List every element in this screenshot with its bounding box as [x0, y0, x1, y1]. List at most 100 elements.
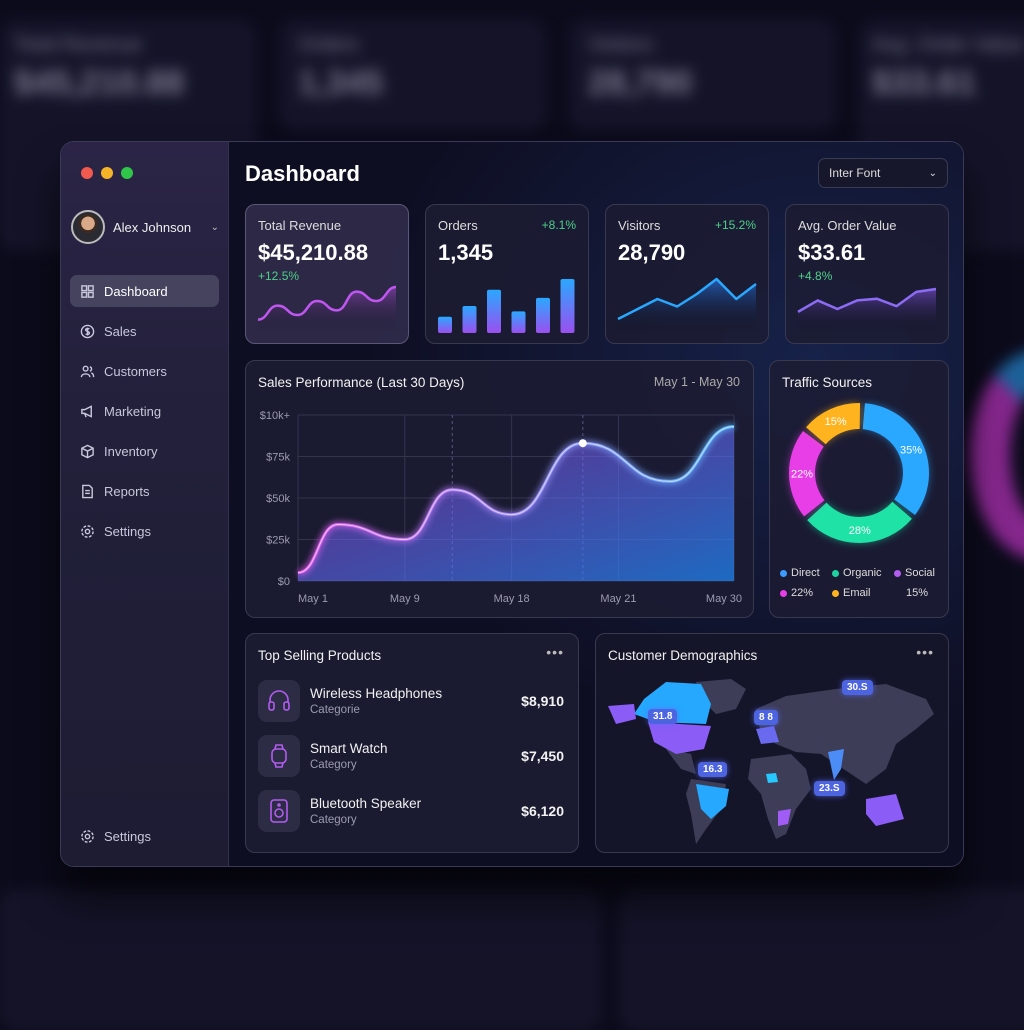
revenue-sparkline: [257, 285, 397, 333]
sidebar-item-customers[interactable]: Customers: [70, 355, 219, 387]
gear-icon: [81, 524, 94, 538]
x-tick-label: May 9: [390, 593, 420, 605]
legend-label: 22%: [791, 587, 814, 599]
legend-dot: [832, 589, 839, 597]
maximize-button[interactable]: [121, 167, 133, 179]
y-tick-label: $10k+: [260, 410, 290, 422]
product-name: Bluetooth Speaker: [310, 796, 422, 811]
kpi-visitors[interactable]: Visitors +15.2% 28,790: [605, 204, 769, 344]
kpi-value: 28,790: [618, 240, 686, 265]
kpi-value: $33.61: [798, 240, 866, 265]
aov-area-chart: [797, 287, 937, 333]
legend-item: 15%: [906, 587, 928, 599]
megaphone-icon: [81, 404, 92, 418]
chevron-down-icon: ⌄: [210, 221, 219, 233]
close-button[interactable]: [81, 167, 93, 179]
kpi-change: +4.8%: [798, 269, 833, 283]
donut-slice-label: 22%: [791, 469, 813, 481]
dashboard-window: Alex Johnson ⌄ Dashboard Sales Customers Ma…: [60, 141, 964, 867]
product-icon-box: [258, 735, 300, 777]
legend-item: Social: [894, 567, 935, 579]
grid-icon: [81, 284, 94, 298]
legend-label: Direct: [791, 567, 820, 579]
legend-label: Social: [905, 567, 935, 579]
kpi-avg-order-value[interactable]: Avg. Order Value $33.61 +4.8%: [785, 204, 949, 344]
more-options-button[interactable]: •••: [916, 644, 934, 660]
map-marker[interactable]: 16.3: [698, 762, 728, 777]
window-controls: [81, 167, 133, 179]
sidebar-item-settings[interactable]: Settings: [70, 515, 219, 547]
demographics-title: Customer Demographics: [608, 648, 758, 663]
y-tick-label: $25k: [266, 535, 290, 547]
map-marker[interactable]: 23.S: [814, 781, 845, 796]
traffic-title: Traffic Sources: [782, 375, 873, 390]
sidebar-item-dashboard[interactable]: Dashboard: [70, 275, 219, 307]
map-marker[interactable]: 31.8: [648, 709, 678, 724]
sidebar-item-marketing[interactable]: Marketing: [70, 395, 219, 427]
traffic-donut-chart: 35% 28% 22% 15%: [789, 403, 929, 543]
legend-dot: [894, 569, 901, 577]
donut-slice-label: 35%: [900, 445, 922, 457]
more-options-button[interactable]: •••: [546, 644, 564, 660]
product-category: Category: [310, 814, 357, 826]
kpi-change: +15.2%: [714, 218, 756, 232]
sidebar-item-label: Reports: [104, 483, 150, 499]
sparkline-area: [258, 287, 396, 333]
main-content: Dashboard Inter Font ⌄ Total Revenue $45…: [229, 142, 963, 866]
donut-slice-label: 15%: [825, 416, 847, 428]
product-icon-box: [258, 790, 300, 832]
kpi-label: Total Revenue: [258, 218, 342, 233]
sales-area: [298, 426, 734, 581]
product-row[interactable]: Bluetooth Speaker Category $6,120: [258, 789, 564, 833]
sales-line-chart: $0 $25k $50k $75k $10k+ May 1 May 9 May 18 May 2…: [260, 410, 742, 605]
user-menu[interactable]: Alex Johnson ⌄: [71, 210, 219, 244]
legend-label: Organic: [843, 567, 882, 579]
donut-slice[interactable]: [807, 501, 912, 543]
dollar-circle-icon: [80, 324, 95, 338]
font-select[interactable]: Inter Font ⌄: [818, 158, 948, 188]
map-eurasia: [756, 684, 934, 784]
kpi-orders[interactable]: Orders +8.1% 1,345: [425, 204, 589, 344]
x-tick-label: May 18: [494, 593, 530, 605]
kpi-change: +8.1%: [541, 218, 576, 232]
legend-item: Email: [832, 587, 871, 599]
sidebar-item-inventory[interactable]: Inventory: [70, 435, 219, 467]
bg-text: Visitors: [588, 34, 654, 56]
sidebar-item-label: Dashboard: [104, 283, 168, 299]
product-revenue: $8,910: [521, 693, 564, 709]
highlight-point[interactable]: [578, 439, 587, 448]
y-tick-label: $75k: [266, 452, 290, 464]
chart-title: Sales Performance (Last 30 Days): [258, 375, 465, 390]
map-alaska: [608, 704, 636, 724]
kpi-value: 1,345: [438, 240, 494, 265]
map-marker[interactable]: 8 8: [754, 710, 778, 725]
box-icon: [81, 444, 94, 458]
product-category: Category: [310, 759, 357, 771]
kpi-label: Visitors: [618, 218, 661, 233]
sidebar-item-sales[interactable]: Sales: [70, 315, 219, 347]
sidebar-item-reports[interactable]: Reports: [70, 475, 219, 507]
minimize-button[interactable]: [101, 167, 113, 179]
x-tick-label: May 21: [600, 593, 636, 605]
sidebar-item-label: Marketing: [104, 403, 162, 419]
donut-slice[interactable]: [806, 403, 861, 445]
map-nigeria: [766, 773, 778, 783]
bg-text: 1,345: [298, 64, 384, 102]
settings-label: Settings: [104, 829, 151, 844]
bg-text: Avg. Order Value: [872, 34, 1024, 56]
map-marker[interactable]: 30.S: [842, 680, 873, 695]
product-revenue: $6,120: [521, 803, 564, 819]
kpi-total-revenue[interactable]: Total Revenue $45,210.88 +12.5%: [245, 204, 409, 344]
donut-slice[interactable]: [789, 431, 825, 517]
kpi-label: Avg. Order Value: [798, 218, 897, 233]
product-row[interactable]: Smart Watch Category $7,450: [258, 734, 564, 778]
product-row[interactable]: Wireless Headphones Categorie $8,910: [258, 679, 564, 723]
donut-slice[interactable]: [862, 403, 929, 515]
sidebar-footer-settings[interactable]: Settings: [80, 829, 151, 844]
sidebar-nav: Dashboard Sales Customers Marketing Inventor…: [70, 275, 219, 555]
legend-dot: [832, 569, 839, 577]
sparkline-area: [618, 279, 756, 333]
order-bar: [511, 311, 526, 333]
legend-label: 15%: [906, 587, 929, 599]
kpi-change: +12.5%: [258, 269, 300, 283]
